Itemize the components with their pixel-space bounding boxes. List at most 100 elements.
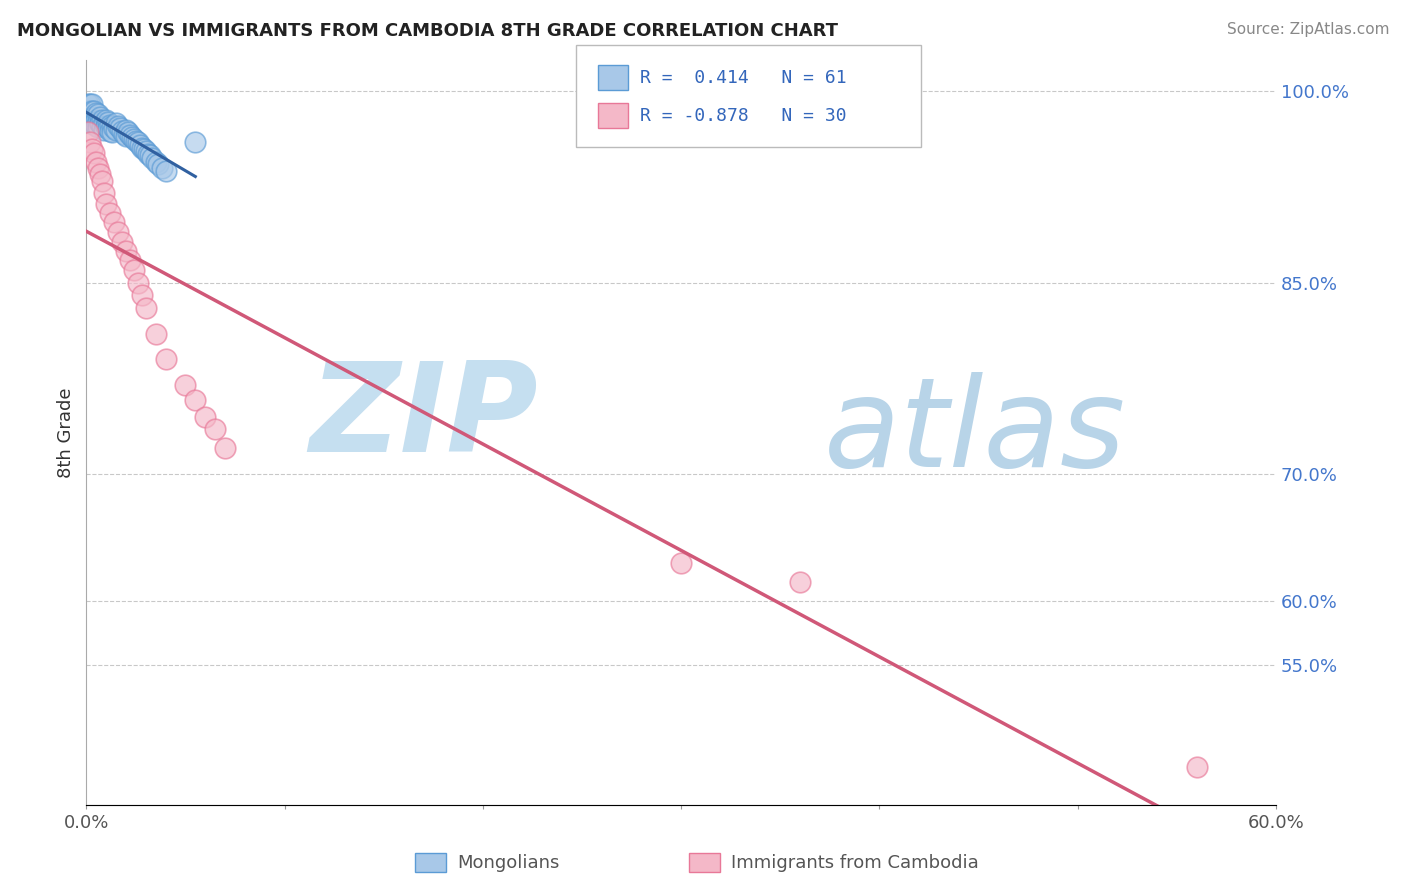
Point [97,115,120,129]
Point [103,214,125,228]
Point [118,128,141,142]
Point [105,116,128,130]
Point [103,121,125,136]
Point [79,110,101,124]
Point [127,276,149,290]
Point [82,116,104,130]
Point [139,148,162,162]
Point [174,377,197,392]
Point [94,119,117,133]
Point [145,154,167,169]
Point [111,235,134,249]
Text: atlas: atlas [824,372,1126,493]
Point [87,113,110,128]
Point [112,127,135,141]
Point [111,124,134,138]
Point [83,110,105,124]
Text: ZIP: ZIP [309,357,538,478]
Point [82,103,104,118]
Text: MONGOLIAN VS IMMIGRANTS FROM CAMBODIA 8TH GRADE CORRELATION CHART: MONGOLIAN VS IMMIGRANTS FROM CAMBODIA 8T… [17,22,838,40]
Point [132,142,155,156]
Point [105,122,128,136]
Point [125,134,148,148]
Point [79,103,101,118]
Point [77,125,100,139]
Point [141,151,163,165]
Text: R = -0.878   N = 30: R = -0.878 N = 30 [640,107,846,125]
Point [93,116,115,130]
Text: Immigrants from Cambodia: Immigrants from Cambodia [731,854,979,871]
Point [122,263,145,277]
Point [128,138,150,153]
Point [145,326,167,341]
Point [150,161,173,175]
Point [93,122,115,136]
Point [107,119,129,133]
Point [184,136,207,150]
Point [79,116,101,130]
Point [84,119,107,133]
Point [82,110,104,124]
Point [83,103,105,118]
Point [131,288,153,302]
Point [77,110,100,124]
Point [84,154,107,169]
Point [83,116,105,130]
Point [91,112,114,127]
Point [89,116,111,130]
Point [98,118,121,132]
Point [118,252,141,267]
Point [131,140,153,154]
Point [77,103,100,118]
Point [84,112,107,127]
Point [136,147,159,161]
Point [122,131,145,145]
Point [93,186,115,201]
Text: Source: ZipAtlas.com: Source: ZipAtlas.com [1226,22,1389,37]
Point [135,145,157,159]
Point [79,136,101,150]
Point [117,125,139,139]
Point [204,422,226,436]
Point [83,145,105,160]
Point [84,106,107,120]
Point [155,163,177,178]
Text: R =  0.414   N = 61: R = 0.414 N = 61 [640,69,846,87]
Point [94,112,117,127]
Point [77,97,100,112]
Point [79,97,101,112]
Point [194,409,217,424]
Point [146,157,169,171]
Point [87,120,110,135]
Point [89,110,111,124]
Point [155,352,177,367]
Point [87,107,110,121]
Point [115,244,138,258]
Point [101,119,124,133]
Point [98,124,121,138]
Point [1185,760,1208,774]
Point [107,225,129,239]
Point [91,119,114,133]
Point [115,122,138,136]
Point [87,161,110,175]
Y-axis label: 8th Grade: 8th Grade [58,387,75,478]
Point [789,575,811,590]
Point [97,121,120,136]
Point [98,205,121,219]
Point [127,136,149,150]
Point [184,392,207,407]
Point [121,130,143,145]
Point [94,196,117,211]
Point [108,121,131,136]
Point [91,174,114,188]
Point [82,97,104,112]
Point [101,125,124,139]
Point [214,442,236,456]
Point [89,167,111,181]
Point [135,301,157,316]
Text: Mongolians: Mongolians [457,854,560,871]
Point [82,142,104,156]
Point [115,129,138,144]
Point [669,556,692,570]
